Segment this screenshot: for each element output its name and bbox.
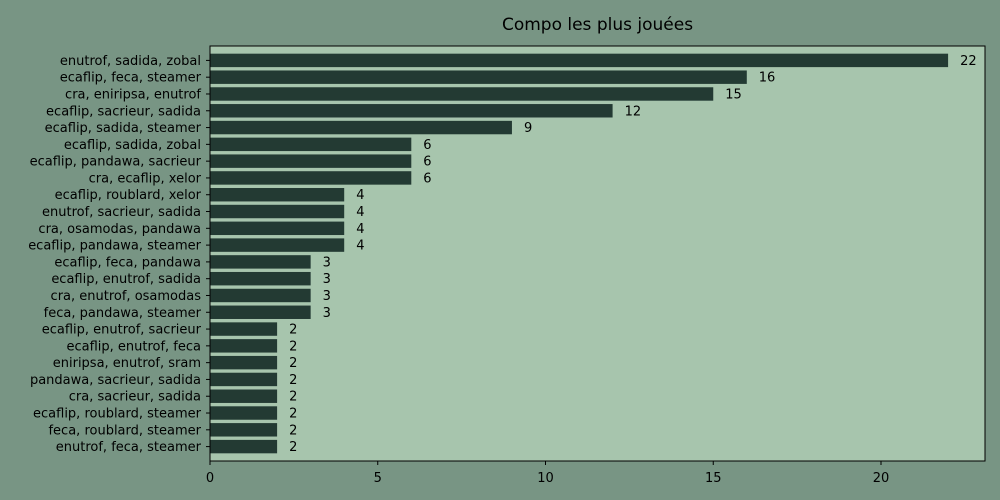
y-tick-label: feca, pandawa, steamer [44,306,202,321]
bar-value-label: 6 [423,138,431,153]
bar [210,288,311,303]
bar [210,120,512,135]
bar [210,389,278,403]
y-tick-label: cra, eniripsa, enutrof [65,87,201,102]
bar [210,255,311,269]
x-tick-label: 10 [537,471,554,486]
y-axis-ticks: enutrof, sadida, zobal ecaflip, feca, ste… [28,54,210,455]
bar [210,204,345,219]
bar-value-label: 2 [289,356,297,371]
plot-frame [209,45,986,462]
bar [210,154,412,168]
y-tick-label: enutrof, sacrieur, sadida [42,205,201,220]
y-tick-label: cra, sacrieur, sadida [69,390,201,405]
bar [210,104,613,118]
bar-value-label: 4 [356,222,364,237]
bar-value-label: 2 [289,373,297,388]
y-tick-label: ecaflip, feca, steamer [60,71,202,86]
bar-value-label: 16 [759,71,776,86]
bars-group [210,53,949,454]
x-axis-ticks: 0 5 10 15 20 [206,461,889,486]
y-tick-label: ecaflip, sadida, zobal [64,138,201,153]
bar [210,372,278,387]
bar-value-label: 15 [725,87,742,102]
y-tick-label: ecaflip, roublard, xelor [55,188,202,203]
y-tick-label: ecaflip, pandawa, sacrieur [30,155,202,170]
y-tick-label: cra, enutrof, osamodas [51,289,202,304]
bar-value-label: 22 [960,54,977,69]
bar-value-label: 12 [625,104,642,119]
bar [210,355,278,370]
bar-value-label: 4 [356,205,364,220]
y-tick-label: eniripsa, enutrof, sram [53,356,201,371]
y-tick-label: ecaflip, roublard, steamer [33,407,202,422]
bar [210,171,412,185]
y-tick-label: ecaflip, enutrof, sadida [51,272,201,287]
bar-value-label: 9 [524,121,532,136]
bar-value-label: 2 [289,390,297,405]
bar [210,339,278,353]
bar-value-label: 4 [356,239,364,254]
bar [210,137,412,152]
bar [210,188,345,202]
y-tick-label: feca, roublard, steamer [48,423,201,438]
y-tick-label: ecaflip, pandawa, steamer [28,239,201,254]
y-tick-label: cra, osamodas, pandawa [38,222,201,237]
x-tick-label: 0 [206,471,214,486]
bar-value-label: 2 [289,407,297,422]
bar-value-label: 3 [323,255,331,270]
y-tick-label: cra, ecaflip, xelor [89,171,202,186]
bar [210,406,278,420]
bar-value-label: 6 [423,155,431,170]
bar [210,53,949,68]
bar-value-label: 4 [356,188,364,203]
bar [210,305,311,319]
y-tick-label: ecaflip, enutrof, feca [66,339,201,354]
bar-value-label: 2 [289,323,297,338]
x-tick-label: 20 [873,471,890,486]
bar-value-label: 3 [323,289,331,304]
bar [210,439,278,454]
bar-value-label: 2 [289,440,297,455]
bar-value-label: 6 [423,171,431,186]
y-tick-label: pandawa, sacrieur, sadida [30,373,201,388]
bar [210,70,747,84]
bar [210,322,278,336]
y-tick-label: ecaflip, enutrof, sacrieur [42,323,202,338]
chart-title: Compo les plus jouées [502,15,693,35]
bar-value-label: 2 [289,339,297,354]
bar [210,271,311,286]
bar [210,221,345,236]
bar [210,423,278,437]
y-tick-label: ecaflip, sacrieur, sadida [46,104,201,119]
x-tick-label: 15 [705,471,722,486]
bar-value-label: 3 [323,272,331,287]
bar-value-label: 3 [323,306,331,321]
y-tick-label: enutrof, feca, steamer [56,440,202,455]
bar-value-label: 2 [289,423,297,438]
y-tick-label: ecaflip, feca, pandawa [54,255,201,270]
x-tick-label: 5 [374,471,382,486]
bar [210,87,714,101]
bar [210,238,345,252]
y-tick-label: enutrof, sadida, zobal [60,54,201,69]
y-tick-label: ecaflip, sadida, steamer [45,121,202,136]
